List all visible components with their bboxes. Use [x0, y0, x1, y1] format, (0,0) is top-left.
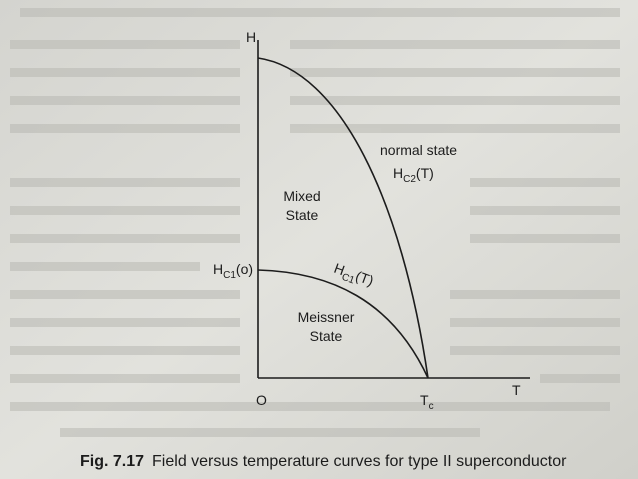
hc1-sub: C1 — [340, 272, 356, 287]
t-axis-label: T — [512, 382, 521, 398]
mixed-region-line: State — [286, 207, 319, 223]
caption: Fig. 7.17 Field versus temperature curves… — [80, 453, 567, 470]
hc2-rest: (T) — [416, 165, 434, 181]
hc1-curve — [257, 269, 429, 379]
hc1-zero-sub: C1 — [223, 270, 236, 281]
faint-background-text — [10, 8, 620, 437]
diagram-lines — [257, 40, 530, 379]
normal-region-label: normal state — [380, 142, 457, 158]
origin-label: O — [256, 392, 267, 408]
caption-number: Fig. 7.17 — [80, 453, 144, 470]
hc1-rest: (T) — [354, 268, 376, 289]
hc2-label: HC2(T) — [393, 165, 434, 185]
hc1-zero-base: H — [213, 261, 223, 277]
hc2-curve — [257, 57, 429, 379]
tc-base: T — [420, 392, 429, 408]
hc1-zero-rest: (o) — [236, 261, 253, 277]
tc-sub: c — [429, 401, 434, 412]
hc2-base: H — [393, 165, 403, 181]
hc2-sub: C2 — [403, 174, 416, 185]
tc-label: Tc — [420, 392, 434, 412]
meissner-region-line: Meissner — [298, 309, 355, 325]
hc1-label: HC1(T) — [331, 260, 376, 293]
meissner-region-line: State — [310, 328, 343, 344]
mixed-region-line: Mixed — [283, 188, 320, 204]
h-axis-label: H — [246, 29, 256, 45]
hc1-zero-label: HC1(o) — [213, 261, 253, 281]
caption-text: Field versus temperature curves for type… — [152, 453, 567, 470]
